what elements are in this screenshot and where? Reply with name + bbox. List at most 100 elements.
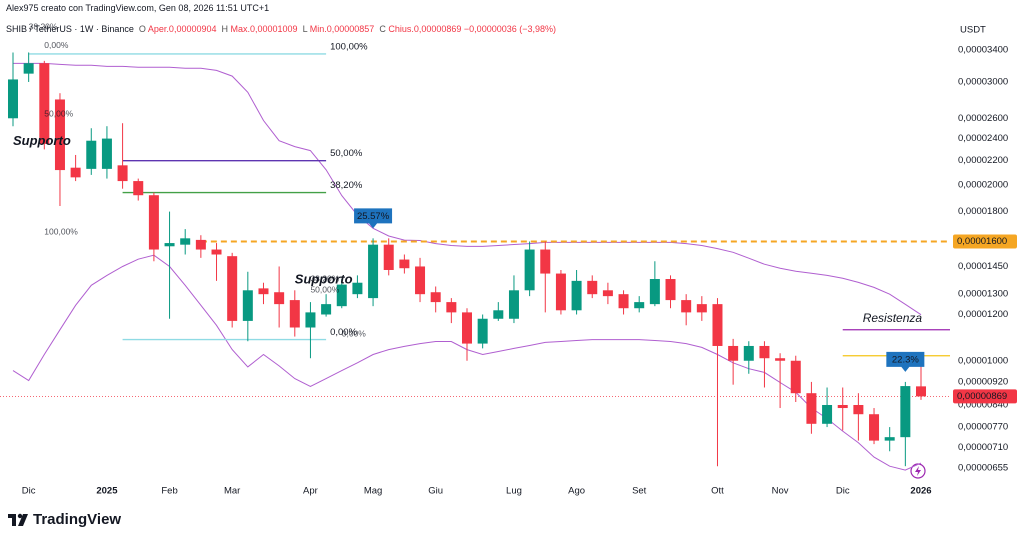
candle-body xyxy=(195,239,206,250)
callout-label: 25.57% xyxy=(357,211,390,222)
candle-body xyxy=(148,195,159,250)
candle-body xyxy=(916,386,926,397)
ohlc-key: C xyxy=(379,24,386,34)
level-label: 38,20% xyxy=(330,180,363,191)
note: 38,20% xyxy=(29,22,58,32)
y-tick-label: 0,00001000 xyxy=(958,355,1008,366)
note: 38,20% xyxy=(310,273,339,283)
y-tick-label: 0,00000920 xyxy=(958,376,1008,387)
y-tick-label: 0,00002400 xyxy=(958,133,1008,144)
x-tick-label: Giu xyxy=(428,486,443,497)
author: Alex975 creato con TradingView.com, Gen … xyxy=(6,3,270,13)
level-label: 50,00% xyxy=(330,148,363,159)
candle-body xyxy=(508,290,519,319)
candle-body xyxy=(321,304,332,315)
y-tick-label: 0,00000840 xyxy=(958,400,1008,411)
note: 100,00% xyxy=(44,226,78,236)
y-tick-label: 0,00001800 xyxy=(958,206,1008,217)
y-tick-label: 0,00003000 xyxy=(958,76,1008,87)
candle-body xyxy=(634,302,645,309)
candle-body xyxy=(696,304,707,313)
band-upper xyxy=(13,62,922,316)
candle-body xyxy=(462,312,472,344)
ohlc-key: L xyxy=(302,24,308,34)
candle-body xyxy=(822,404,833,424)
y-tick-label: 0,00000655 xyxy=(958,463,1008,474)
x-tick-label: Nov xyxy=(772,486,789,497)
candle-body xyxy=(211,249,222,255)
callout-label: 22.3% xyxy=(892,354,919,365)
x-tick-label: Set xyxy=(632,486,647,497)
price-label: 0,00001600 xyxy=(957,236,1007,247)
change: −0,00000036 (−3,98%) xyxy=(463,24,556,34)
candle-body xyxy=(900,386,911,438)
candle-body xyxy=(368,244,379,299)
ohlc-value: Chius.0,00000869 xyxy=(388,24,462,34)
y-axis-unit: USDT xyxy=(960,25,986,36)
candle-body xyxy=(242,290,253,321)
logo: TradingView xyxy=(33,511,121,528)
y-tick-label: 0,00003400 xyxy=(958,45,1008,56)
candle-body xyxy=(524,249,535,291)
candle-body xyxy=(477,318,488,344)
candle-body xyxy=(775,358,786,361)
candle-body xyxy=(336,284,347,307)
ohlc: O Aper.0,00000904 H Max.0,00001009 L Min.0… xyxy=(134,24,462,34)
x-tick-label: Ago xyxy=(568,486,585,497)
ohlc-value: Aper.0,00000904 xyxy=(147,24,217,34)
x-tick-label: Feb xyxy=(161,486,177,497)
plot-area xyxy=(0,52,950,471)
candle-body xyxy=(305,312,316,328)
note: 50,00% xyxy=(44,109,73,119)
note: 0,00% xyxy=(342,329,367,339)
candle-body xyxy=(587,280,598,295)
x-tick-label: Mar xyxy=(224,486,240,497)
candle-body xyxy=(101,138,112,169)
level-label: Resistenza xyxy=(863,311,923,325)
x-tick-label: Lug xyxy=(506,486,522,497)
last-price-label: 0,00000869 xyxy=(957,391,1007,402)
candle-body xyxy=(555,273,566,311)
note: Supporto xyxy=(13,133,71,148)
y-tick-label: 0,00000770 xyxy=(958,422,1008,433)
y-tick-label: 0,00000710 xyxy=(958,442,1008,453)
candle-body xyxy=(618,294,629,309)
candle-body xyxy=(383,244,394,270)
candle-body xyxy=(540,249,551,274)
y-tick-label: 0,00002600 xyxy=(958,113,1008,124)
candle-body xyxy=(681,300,692,313)
candle-body xyxy=(493,310,504,319)
candle-body xyxy=(728,345,739,361)
candle-body xyxy=(133,181,144,196)
level-label: 0,00% xyxy=(330,327,357,338)
candle-body xyxy=(415,266,426,295)
callout-box xyxy=(886,351,925,372)
candle-body xyxy=(649,279,660,305)
candle-body xyxy=(352,282,363,295)
candle-body xyxy=(884,437,895,441)
symbol-row: SHIB / TetherUS · 1W · Binance O Aper.0,0… xyxy=(6,23,556,35)
candle-body xyxy=(117,165,128,182)
band-lower xyxy=(12,254,922,471)
candle-body xyxy=(289,300,300,328)
candle-body xyxy=(430,292,441,303)
candle-body xyxy=(446,302,457,313)
candle-body xyxy=(180,238,191,245)
last-price-box xyxy=(953,389,1017,404)
note: 0,00% xyxy=(44,40,69,50)
candle-body xyxy=(227,256,238,321)
candle-body xyxy=(399,259,410,269)
ohlc-key: O xyxy=(138,24,146,34)
ohlc-key: H xyxy=(221,24,229,34)
legend: Alex975 creato con TradingView.com, Gen … xyxy=(6,2,556,35)
candle-body xyxy=(853,404,864,415)
candle-body xyxy=(23,63,34,74)
candle-body xyxy=(665,279,676,301)
candle-body xyxy=(712,304,723,346)
y-tick-label: 0,00002200 xyxy=(958,155,1008,166)
logo-icon xyxy=(8,513,28,526)
x-tick-label: Dic xyxy=(22,486,36,497)
ohlc-value: Max.0,00001009 xyxy=(230,24,298,34)
candle-body xyxy=(54,99,65,171)
